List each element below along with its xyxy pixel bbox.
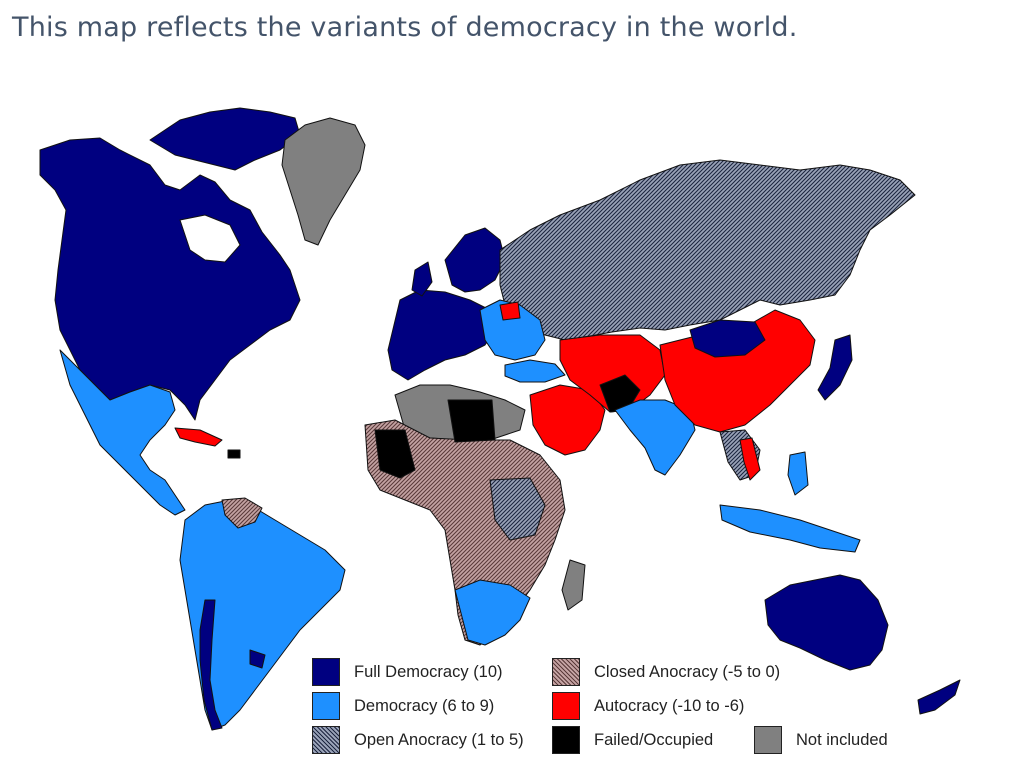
- legend-swatch-failed-occupied: [552, 726, 580, 754]
- eastern-europe-region: [479, 299, 546, 361]
- legend-swatch-full-democracy: [312, 658, 340, 686]
- middle-east-region: [529, 384, 606, 456]
- south-america-region: [179, 499, 346, 731]
- venezuela-region: [221, 497, 263, 529]
- legend-item-closed-anocracy: Closed Anocracy (-5 to 0): [552, 656, 780, 688]
- legend-item-not-included: Not included: [754, 724, 888, 756]
- legend-swatch-democracy: [312, 692, 340, 720]
- turkey-region: [504, 359, 566, 383]
- greenland-region: [281, 117, 366, 246]
- philippines-region: [787, 451, 809, 496]
- legend-swatch-open-anocracy: [312, 726, 340, 754]
- afghanistan-region: [599, 374, 641, 413]
- legend-label-not-included: Not included: [796, 730, 888, 749]
- east-africa-region: [489, 477, 546, 541]
- legend-label-failed-occupied: Failed/Occupied: [594, 730, 714, 749]
- arctic-islands: [149, 107, 301, 171]
- legend-label-full-democracy: Full Democracy (10): [354, 662, 503, 681]
- legend-label-autocracy: Autocracy (-10 to -6): [594, 696, 745, 715]
- scandinavia-region: [444, 227, 506, 293]
- legend-label-closed-anocracy: Closed Anocracy (-5 to 0): [594, 662, 781, 681]
- legend-item-open-anocracy: Open Anocracy (1 to 5): [312, 724, 524, 756]
- madagascar-region: [561, 559, 586, 611]
- vietnam-region: [739, 437, 761, 481]
- uruguay-region: [249, 649, 266, 669]
- india-region: [614, 399, 696, 476]
- legend-item-democracy: Democracy (6 to 9): [312, 690, 494, 722]
- north-america-region: [39, 137, 301, 421]
- legend-label-open-anocracy: Open Anocracy (1 to 5): [354, 730, 524, 749]
- russia-region: [499, 159, 916, 341]
- southern-africa-region: [454, 579, 531, 646]
- mongolia-region: [689, 319, 766, 358]
- legend-item-full-democracy: Full Democracy (10): [312, 656, 503, 688]
- uk-region: [411, 261, 433, 297]
- australia-region: [764, 574, 889, 671]
- legend-item-failed-occupied: Failed/Occupied: [552, 724, 713, 756]
- cuba-region: [174, 427, 223, 447]
- chile-region: [199, 599, 223, 731]
- indonesia-region: [719, 504, 861, 553]
- legend-swatch-closed-anocracy: [552, 658, 580, 686]
- mali-region: [374, 429, 416, 479]
- haiti-region: [227, 449, 241, 459]
- legend-item-autocracy: Autocracy (-10 to -6): [552, 690, 744, 722]
- belarus-region: [499, 301, 521, 321]
- libya-region: [447, 399, 496, 443]
- legend: Full Democracy (10) Democracy (6 to 9) O…: [312, 656, 912, 760]
- map-title: This map reflects the variants of democr…: [12, 12, 798, 43]
- legend-swatch-autocracy: [552, 692, 580, 720]
- new-zealand-region: [917, 679, 961, 715]
- western-europe-region: [387, 289, 496, 381]
- legend-swatch-not-included: [754, 726, 782, 754]
- legend-label-democracy: Democracy (6 to 9): [354, 696, 495, 715]
- mexico-region: [59, 349, 186, 516]
- japan-region: [817, 334, 853, 401]
